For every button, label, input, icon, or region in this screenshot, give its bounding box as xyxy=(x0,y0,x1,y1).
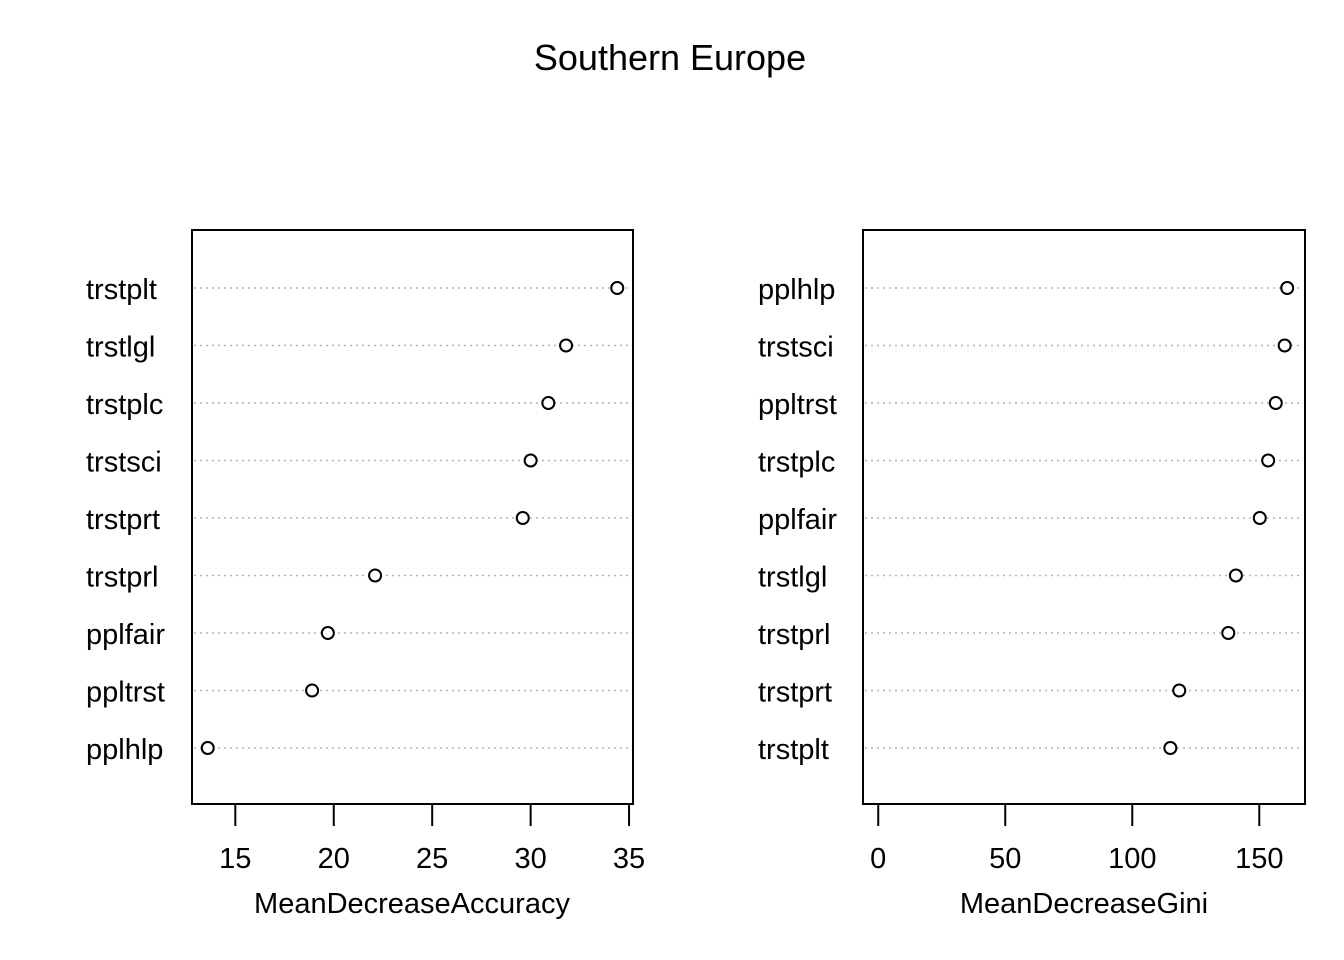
panel-mean-decrease-gini: pplhlp trstsci ppltrst trstplc pplfair trstlg… xyxy=(758,229,1306,920)
x-tick-label: 50 xyxy=(989,843,1021,875)
data-point xyxy=(515,511,530,525)
data-point xyxy=(1261,453,1276,468)
data-point xyxy=(1172,683,1187,698)
x-tick-label: 15 xyxy=(219,843,251,875)
data-point xyxy=(1221,626,1236,640)
data-point xyxy=(368,568,383,583)
row-label: pplfair xyxy=(86,619,165,651)
row-label: ppltrst xyxy=(758,389,837,421)
data-point xyxy=(610,281,625,295)
row-label: trstlgl xyxy=(86,332,155,364)
data-point xyxy=(523,453,538,468)
row-label: trstplc xyxy=(758,447,835,479)
data-point xyxy=(1252,511,1267,525)
row-label: trstprt xyxy=(86,504,160,536)
row-label: trstprt xyxy=(758,677,832,709)
x-tick-label: 150 xyxy=(1235,843,1283,875)
row-label: ppltrst xyxy=(86,677,165,709)
row-label: trstsci xyxy=(86,447,162,479)
x-tick-label: 30 xyxy=(514,843,546,875)
data-point xyxy=(200,741,215,755)
data-point xyxy=(320,626,335,640)
row-label: trstplc xyxy=(86,389,163,421)
x-tick-label: 25 xyxy=(416,843,448,875)
row-label: pplhlp xyxy=(758,274,835,306)
x-tick-label: 0 xyxy=(870,843,886,875)
panel-mean-decrease-accuracy: trstplt trstlgl trstplc trstsci trstprt trstp… xyxy=(86,229,645,920)
row-label: pplfair xyxy=(758,504,837,536)
data-point xyxy=(1280,281,1295,295)
row-label: trstprl xyxy=(86,562,159,594)
x-tick-label: 100 xyxy=(1108,843,1156,875)
row-label: trstlgl xyxy=(758,562,827,594)
data-point xyxy=(1228,568,1243,583)
row-label: trstplt xyxy=(86,274,157,306)
data-point xyxy=(1268,396,1283,410)
row-label: trstplt xyxy=(758,734,829,766)
data-point xyxy=(541,396,556,410)
plot-frame xyxy=(862,229,1306,805)
row-label: pplhlp xyxy=(86,734,163,766)
data-point xyxy=(305,683,320,698)
x-axis-title: MeanDecreaseAccuracy xyxy=(254,888,570,920)
data-point xyxy=(1277,338,1292,353)
x-axis-title: MeanDecreaseGini xyxy=(960,888,1208,920)
data-point xyxy=(559,338,574,353)
x-tick-label: 20 xyxy=(318,843,350,875)
figure-title: Southern Europe xyxy=(534,37,806,78)
row-label: trstprl xyxy=(758,619,831,651)
row-label: trstsci xyxy=(758,332,834,364)
data-point xyxy=(1163,741,1178,755)
x-tick-label: 35 xyxy=(613,843,645,875)
plot-frame xyxy=(191,229,634,805)
